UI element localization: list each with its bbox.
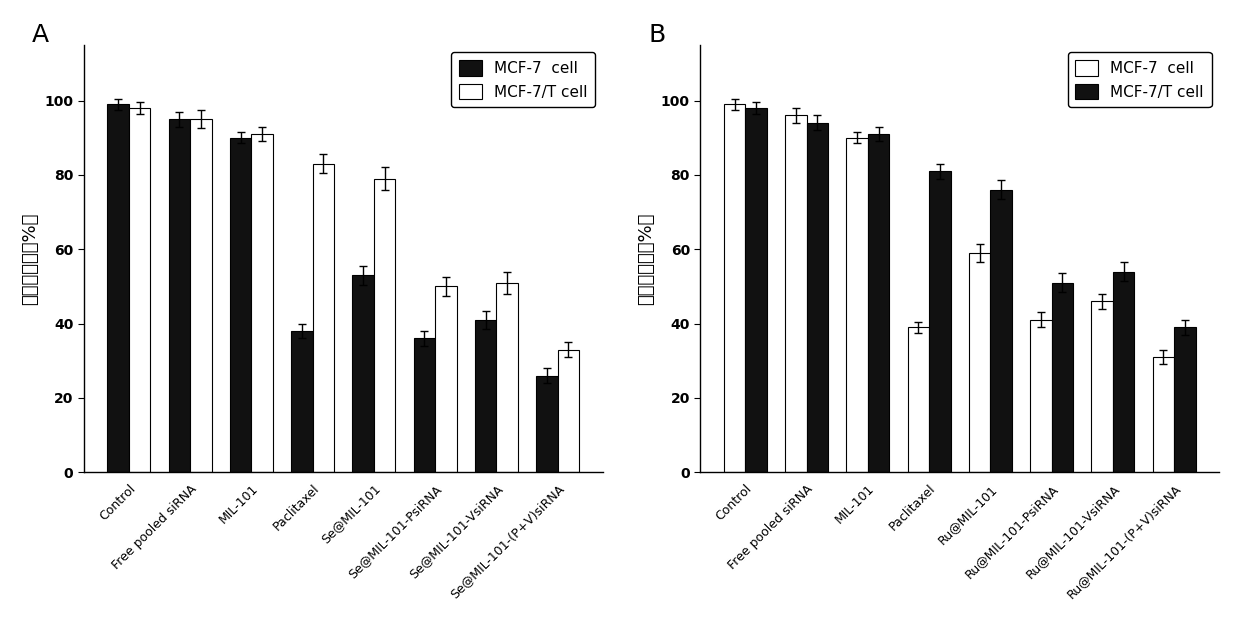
- Bar: [1052, 283, 1073, 472]
- Bar: [908, 327, 929, 472]
- Bar: [1153, 357, 1174, 472]
- Text: B: B: [649, 24, 666, 47]
- Bar: [252, 134, 273, 472]
- Bar: [1174, 327, 1195, 472]
- Bar: [190, 119, 212, 472]
- Bar: [558, 350, 579, 472]
- Bar: [991, 190, 1012, 472]
- Bar: [475, 320, 496, 472]
- Bar: [785, 116, 806, 472]
- Bar: [352, 276, 373, 472]
- Bar: [1030, 320, 1052, 472]
- Bar: [847, 137, 868, 472]
- Bar: [312, 164, 334, 472]
- Bar: [968, 253, 991, 472]
- Bar: [929, 171, 951, 472]
- Text: A: A: [32, 24, 50, 47]
- Bar: [496, 283, 518, 472]
- Y-axis label: 细胞存活率（%）: 细胞存活率（%）: [637, 212, 656, 305]
- Y-axis label: 细胞存活率（%）: 细胞存活率（%）: [21, 212, 38, 305]
- Bar: [373, 179, 396, 472]
- Bar: [435, 286, 456, 472]
- Legend: MCF-7  cell, MCF-7/T cell: MCF-7 cell, MCF-7/T cell: [451, 52, 595, 108]
- Bar: [806, 123, 828, 472]
- Bar: [229, 137, 252, 472]
- Bar: [1091, 301, 1112, 472]
- Bar: [108, 104, 129, 472]
- Bar: [129, 108, 150, 472]
- Bar: [745, 108, 766, 472]
- Bar: [1112, 272, 1135, 472]
- Bar: [724, 104, 745, 472]
- Bar: [868, 134, 889, 472]
- Legend: MCF-7  cell, MCF-7/T cell: MCF-7 cell, MCF-7/T cell: [1068, 52, 1211, 108]
- Bar: [536, 376, 558, 472]
- Bar: [169, 119, 190, 472]
- Bar: [414, 338, 435, 472]
- Bar: [291, 331, 312, 472]
